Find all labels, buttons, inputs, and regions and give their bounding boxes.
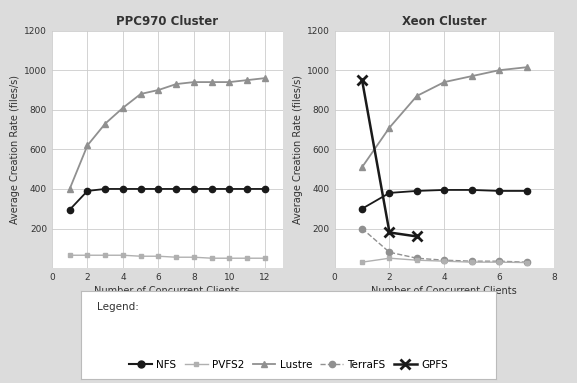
X-axis label: Number of Concurrent Clients: Number of Concurrent Clients — [95, 286, 240, 296]
Y-axis label: Average Creation Rate (files/s): Average Creation Rate (files/s) — [10, 75, 20, 224]
Y-axis label: Average Creation Rate (files/s): Average Creation Rate (files/s) — [293, 75, 302, 224]
Text: Legend:: Legend: — [98, 302, 139, 312]
Legend: NFS, PVFS2, Lustre, TerraFS, GPFS: NFS, PVFS2, Lustre, TerraFS, GPFS — [125, 356, 452, 374]
Title: Xeon Cluster: Xeon Cluster — [402, 15, 486, 28]
X-axis label: Number of Concurrent Clients: Number of Concurrent Clients — [372, 286, 517, 296]
Title: PPC970 Cluster: PPC970 Cluster — [117, 15, 218, 28]
